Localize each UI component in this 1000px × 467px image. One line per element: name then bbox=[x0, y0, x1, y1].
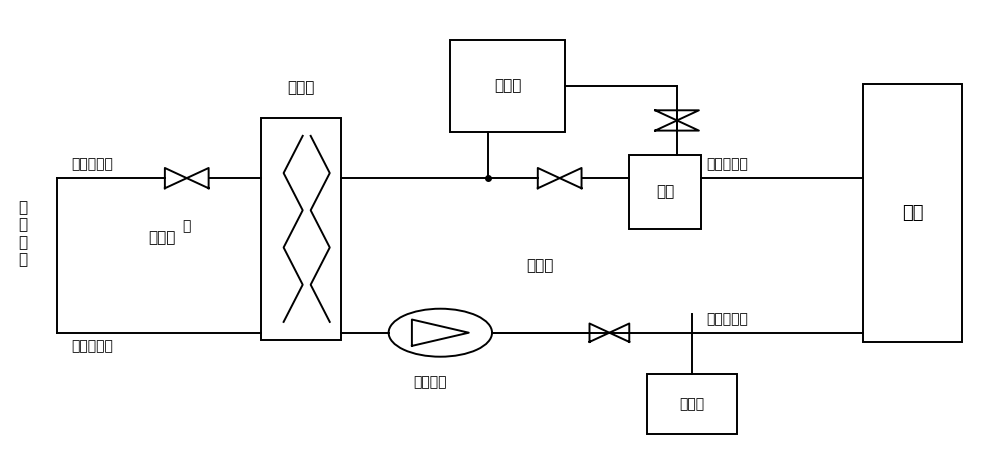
Bar bbox=[863, 84, 962, 342]
Text: 二级网回水: 二级网回水 bbox=[706, 312, 748, 326]
Text: 二级网供水: 二级网供水 bbox=[706, 157, 748, 171]
Text: 循环水泵: 循环水泵 bbox=[414, 375, 447, 389]
Bar bbox=[629, 155, 701, 229]
Text: 一级网回水: 一级网回水 bbox=[71, 340, 113, 354]
Text: 二级网: 二级网 bbox=[526, 258, 553, 273]
Text: 调峰炉: 调峰炉 bbox=[494, 78, 521, 93]
Text: 阀: 阀 bbox=[183, 219, 191, 234]
Bar bbox=[450, 40, 565, 132]
Bar bbox=[261, 118, 341, 340]
Text: 用户: 用户 bbox=[902, 204, 923, 222]
Text: 补水箱: 补水箱 bbox=[679, 397, 704, 411]
Text: 一级网供水: 一级网供水 bbox=[71, 157, 113, 171]
Text: 市
政
热
网: 市 政 热 网 bbox=[18, 200, 27, 267]
Bar bbox=[647, 374, 737, 434]
Text: 换热器: 换热器 bbox=[287, 80, 315, 95]
Text: 一级网: 一级网 bbox=[148, 231, 176, 246]
Text: 混水: 混水 bbox=[656, 184, 674, 199]
